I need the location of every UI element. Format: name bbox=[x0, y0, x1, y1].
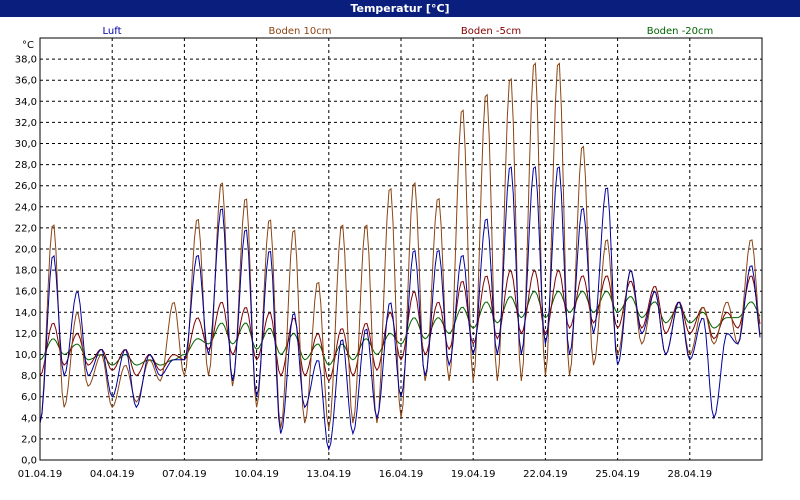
x-tick-label: 04.04.19 bbox=[90, 469, 135, 480]
legend-item: Luft bbox=[103, 26, 122, 37]
y-axis-label: °C bbox=[22, 40, 34, 51]
y-tick-label: 34,0 bbox=[15, 97, 37, 108]
x-tick-label: 19.04.19 bbox=[451, 469, 496, 480]
series-line bbox=[39, 166, 761, 452]
x-tick-label: 13.04.19 bbox=[307, 469, 352, 480]
x-tick-label: 07.04.19 bbox=[162, 469, 207, 480]
legend-item: Boden -5cm bbox=[461, 26, 521, 37]
y-tick-label: 24,0 bbox=[15, 202, 37, 213]
y-tick-label: 30,0 bbox=[15, 139, 37, 150]
y-tick-label: 6,0 bbox=[21, 392, 37, 403]
grid bbox=[40, 38, 762, 460]
y-tick-label: 28,0 bbox=[15, 160, 37, 171]
x-axis-ticks: 01.04.19 04.04.19 07.04.19 10.04.19 13.04.19… bbox=[18, 469, 712, 480]
y-tick-label: 36,0 bbox=[15, 76, 37, 87]
series-line bbox=[39, 290, 761, 366]
y-tick-label: 4,0 bbox=[21, 413, 37, 424]
plot-frame bbox=[39, 37, 763, 461]
y-axis-ticks: 0,0 2,0 4,0 6,0 8,0 10,0 12,0 14,0 16,0 18,0 20,0 2… bbox=[15, 55, 37, 467]
y-tick-label: 32,0 bbox=[15, 118, 37, 129]
y-tick-label: 0,0 bbox=[21, 456, 37, 467]
y-tick-label: 8,0 bbox=[21, 371, 37, 382]
chart-title: Temperatur [°C] bbox=[0, 0, 800, 17]
y-tick-label: 16,0 bbox=[15, 287, 37, 298]
series-line bbox=[39, 62, 761, 429]
y-tick-label: 18,0 bbox=[15, 266, 37, 277]
series-group bbox=[39, 62, 761, 452]
y-tick-label: 14,0 bbox=[15, 308, 37, 319]
x-tick-label: 28.04.19 bbox=[668, 469, 713, 480]
x-tick-label: 01.04.19 bbox=[18, 469, 63, 480]
y-tick-label: 22,0 bbox=[15, 223, 37, 234]
legend: Luft Boden 10cm Boden -5cm Boden -20cm bbox=[103, 26, 714, 37]
y-tick-label: 2,0 bbox=[21, 434, 37, 445]
y-tick-label: 20,0 bbox=[15, 245, 37, 256]
x-tick-label: 22.04.19 bbox=[523, 469, 568, 480]
y-tick-label: 10,0 bbox=[15, 350, 37, 361]
legend-item: Boden -20cm bbox=[647, 26, 714, 37]
legend-item: Boden 10cm bbox=[269, 26, 332, 37]
x-tick-label: 25.04.19 bbox=[595, 469, 640, 480]
chart-canvas: Luft Boden 10cm Boden -5cm Boden -20cm °C 0… bbox=[15, 26, 763, 480]
x-tick-label: 10.04.19 bbox=[234, 469, 279, 480]
y-tick-label: 12,0 bbox=[15, 329, 37, 340]
series-line bbox=[39, 270, 761, 382]
x-tick-label: 16.04.19 bbox=[379, 469, 424, 480]
y-tick-label: 26,0 bbox=[15, 181, 37, 192]
y-tick-label: 38,0 bbox=[15, 55, 37, 66]
